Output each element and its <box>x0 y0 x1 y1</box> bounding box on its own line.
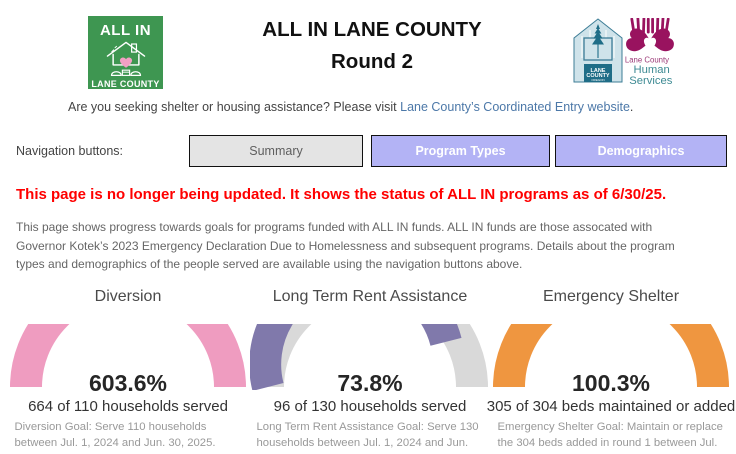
svg-text:OREGON: OREGON <box>591 78 604 82</box>
svg-text:Human: Human <box>634 64 670 76</box>
svg-text:Services: Services <box>629 75 673 86</box>
